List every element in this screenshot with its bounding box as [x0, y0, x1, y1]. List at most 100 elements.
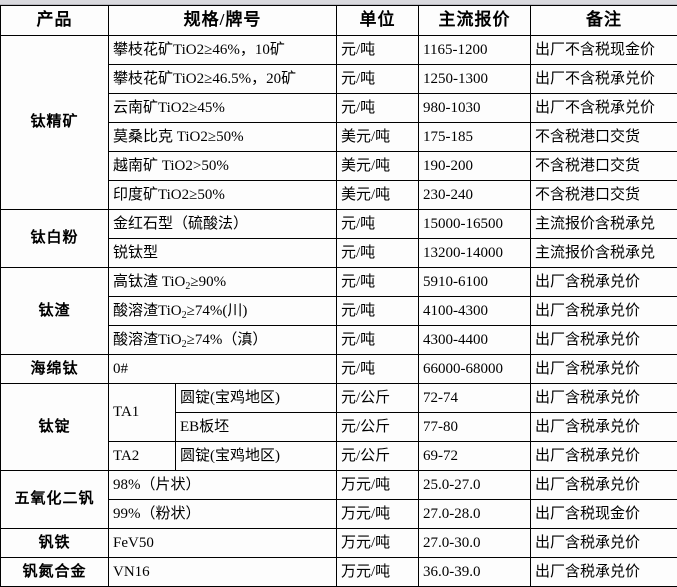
- spec-cell: 金红石型（硫酸法）: [109, 210, 337, 239]
- table-header-row: 产品规格/牌号单位主流报价备注: [1, 6, 677, 36]
- product-name-cell: 钛白粉: [1, 210, 109, 268]
- unit-cell: 美元/吨: [337, 181, 419, 210]
- column-header-price: 主流报价: [419, 6, 531, 36]
- price-cell: 66000-68000: [419, 355, 531, 384]
- unit-cell: 元/吨: [337, 239, 419, 268]
- product-name-cell: 海绵钛: [1, 355, 109, 384]
- price-cell: 36.0-39.0: [419, 558, 531, 587]
- note-cell: 不含税港口交货: [531, 181, 677, 210]
- spec-cell: 越南矿 TiO2>50%: [109, 152, 337, 181]
- note-cell: 主流报价含税承兑: [531, 239, 677, 268]
- spec-cell: 高钛渣 TiO2≥90%: [109, 268, 337, 297]
- product-name-cell: 钒氮合金: [1, 558, 109, 587]
- spec-cell: 98%（片状）: [109, 471, 337, 500]
- spec-cell: 攀枝花矿TiO2≥46%，10矿: [109, 36, 337, 65]
- spec-subscript: 2: [182, 310, 187, 321]
- note-cell: 出厂不含税承兑价: [531, 65, 677, 94]
- price-cell: 27.0-30.0: [419, 529, 531, 558]
- unit-cell: 元/吨: [337, 297, 419, 326]
- price-cell: 4100-4300: [419, 297, 531, 326]
- spec-cell: 印度矿TiO2≥50%: [109, 181, 337, 210]
- price-cell: 69-72: [419, 442, 531, 471]
- spec-subscript: 2: [182, 339, 187, 350]
- price-cell: 13200-14000: [419, 239, 531, 268]
- price-cell: 190-200: [419, 152, 531, 181]
- product-name-cell: 钛锭: [1, 384, 109, 471]
- unit-cell: 元/公斤: [337, 413, 419, 442]
- product-name-cell: 五氧化二钒: [1, 471, 109, 529]
- price-cell: 15000-16500: [419, 210, 531, 239]
- price-cell: 980-1030: [419, 94, 531, 123]
- spec-cell: 圆锭(宝鸡地区): [176, 442, 337, 471]
- unit-cell: 元/公斤: [337, 442, 419, 471]
- unit-cell: 元/吨: [337, 210, 419, 239]
- price-cell: 77-80: [419, 413, 531, 442]
- price-cell: 25.0-27.0: [419, 471, 531, 500]
- note-cell: 出厂含税承兑价: [531, 355, 677, 384]
- note-cell: 出厂含税承兑价: [531, 268, 677, 297]
- unit-cell: 美元/吨: [337, 152, 419, 181]
- price-cell: 230-240: [419, 181, 531, 210]
- spec-cell: 圆锭(宝鸡地区): [176, 384, 337, 413]
- unit-cell: 万元/吨: [337, 500, 419, 529]
- spec-cell: 酸溶渣TiO2≥74%(川): [109, 297, 337, 326]
- spec-cell: 莫桑比克 TiO2≥50%: [109, 123, 337, 152]
- note-cell: 出厂不含税承兑价: [531, 94, 677, 123]
- spec-subscript: 2: [185, 281, 190, 292]
- note-cell: 出厂含税承兑价: [531, 442, 677, 471]
- note-cell: 出厂含税承兑价: [531, 529, 677, 558]
- spec-cell: 酸溶渣TiO2≥74%（滇）: [109, 326, 337, 355]
- product-name-cell: 钛渣: [1, 268, 109, 355]
- price-cell: 72-74: [419, 384, 531, 413]
- spec-cell: 锐钛型: [109, 239, 337, 268]
- unit-cell: 万元/吨: [337, 529, 419, 558]
- note-cell: 不含税港口交货: [531, 123, 677, 152]
- unit-cell: 元/吨: [337, 268, 419, 297]
- note-cell: 出厂含税承兑价: [531, 558, 677, 587]
- price-cell: 5910-6100: [419, 268, 531, 297]
- grade-cell: TA1: [109, 384, 176, 442]
- spec-cell: 云南矿TiO2≥45%: [109, 94, 337, 123]
- spec-cell: 99%（粉状）: [109, 500, 337, 529]
- price-cell: 27.0-28.0: [419, 500, 531, 529]
- unit-cell: 元/吨: [337, 94, 419, 123]
- note-cell: 出厂含税承兑价: [531, 297, 677, 326]
- unit-cell: 元/吨: [337, 36, 419, 65]
- note-cell: 出厂含税承兑价: [531, 413, 677, 442]
- price-cell: 175-185: [419, 123, 531, 152]
- product-name-cell: 钛精矿: [1, 36, 109, 210]
- note-cell: 出厂含税承兑价: [531, 384, 677, 413]
- unit-cell: 元/吨: [337, 326, 419, 355]
- price-cell: 1165-1200: [419, 36, 531, 65]
- column-header-product: 产品: [1, 6, 109, 36]
- spec-cell: EB板坯: [176, 413, 337, 442]
- column-header-unit: 单位: [337, 6, 419, 36]
- unit-cell: 万元/吨: [337, 471, 419, 500]
- note-cell: 出厂含税承兑价: [531, 326, 677, 355]
- spec-cell: VN16: [109, 558, 337, 587]
- price-cell: 1250-1300: [419, 65, 531, 94]
- note-cell: 出厂含税现金价: [531, 500, 677, 529]
- unit-cell: 元/公斤: [337, 384, 419, 413]
- column-header-spec: 规格/牌号: [109, 6, 337, 36]
- note-cell: 不含税港口交货: [531, 152, 677, 181]
- note-cell: 出厂不含税现金价: [531, 36, 677, 65]
- spec-cell: 0#: [109, 355, 337, 384]
- unit-cell: 美元/吨: [337, 123, 419, 152]
- spec-cell: 攀枝花矿TiO2≥46.5%，20矿: [109, 65, 337, 94]
- price-cell: 4300-4400: [419, 326, 531, 355]
- note-cell: 主流报价含税承兑: [531, 210, 677, 239]
- unit-cell: 万元/吨: [337, 558, 419, 587]
- spec-cell: FeV50: [109, 529, 337, 558]
- note-cell: 出厂含税承兑价: [531, 471, 677, 500]
- unit-cell: 元/吨: [337, 355, 419, 384]
